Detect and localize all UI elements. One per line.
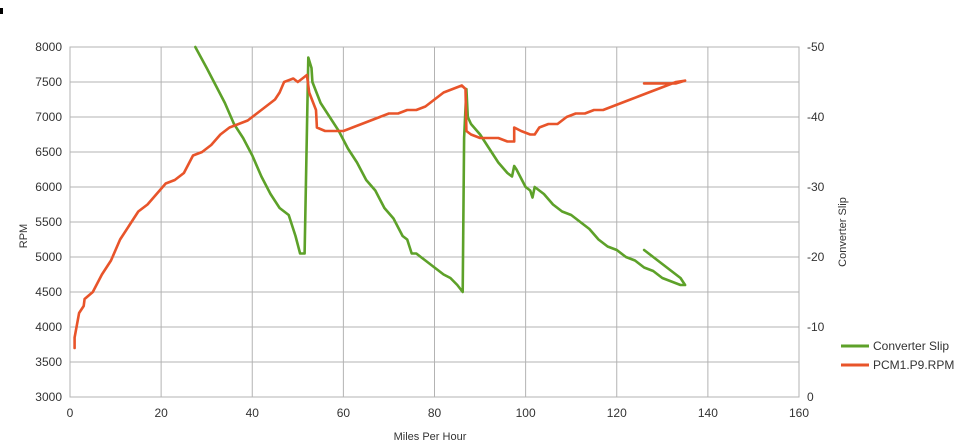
y-tick-label: 3500 bbox=[35, 355, 62, 369]
x-tick-label: 40 bbox=[246, 406, 260, 420]
y-tick-label: 4500 bbox=[35, 285, 62, 299]
y2-axis-label: Converter Slip bbox=[837, 197, 849, 267]
x-axis-label: Miles Per Hour bbox=[394, 431, 467, 443]
x-tick-labels: 0 20 40 60 80 100 120 140 160 bbox=[67, 406, 810, 420]
y-tick-label: 7000 bbox=[35, 110, 62, 124]
y-tick-label: 4000 bbox=[35, 320, 62, 334]
plot-border bbox=[69, 46, 800, 398]
y2-tick-labels: 0 -10 -20 -30 -40 -50 bbox=[807, 40, 825, 404]
y2-tick-label: 0 bbox=[807, 390, 814, 404]
y-tick-label: 3000 bbox=[35, 390, 62, 404]
y-tick-label: 8000 bbox=[35, 40, 62, 54]
y2-tick-label: -40 bbox=[807, 110, 825, 124]
legend-label-pcm1-p9-rpm: PCM1.P9.RPM bbox=[873, 358, 954, 372]
x-tick-label: 160 bbox=[789, 406, 809, 420]
y2-tick-label: -30 bbox=[807, 180, 825, 194]
y2-tick-label: -10 bbox=[807, 320, 825, 334]
x-tick-label: 20 bbox=[154, 406, 168, 420]
x-tick-label: 120 bbox=[607, 406, 627, 420]
y-tick-label: 5000 bbox=[35, 250, 62, 264]
x-tick-label: 140 bbox=[698, 406, 718, 420]
series-group bbox=[73, 45, 687, 350]
corner-mark bbox=[0, 8, 3, 14]
y-tick-label: 7500 bbox=[35, 75, 62, 89]
y-tick-label: 5500 bbox=[35, 215, 62, 229]
y-axis-label: RPM bbox=[18, 224, 30, 248]
x-tick-label: 60 bbox=[337, 406, 351, 420]
legend: Converter Slip PCM1.P9.RPM bbox=[841, 339, 954, 372]
y-tick-label: 6000 bbox=[35, 180, 62, 194]
y2-tick-label: -50 bbox=[807, 40, 825, 54]
legend-label-converter-slip: Converter Slip bbox=[873, 339, 949, 353]
y-tick-labels: 3000 3500 4000 4500 5000 5500 6000 6500 7000 7500… bbox=[35, 40, 62, 404]
x-tick-label: 100 bbox=[516, 406, 536, 420]
x-tick-label: 0 bbox=[67, 406, 74, 420]
x-tick-label: 80 bbox=[428, 406, 442, 420]
series-line-pcm1-p9-rpm bbox=[73, 73, 687, 350]
series-line-converter-slip bbox=[194, 45, 687, 294]
y-tick-label: 6500 bbox=[35, 145, 62, 159]
y2-tick-label: -20 bbox=[807, 250, 825, 264]
